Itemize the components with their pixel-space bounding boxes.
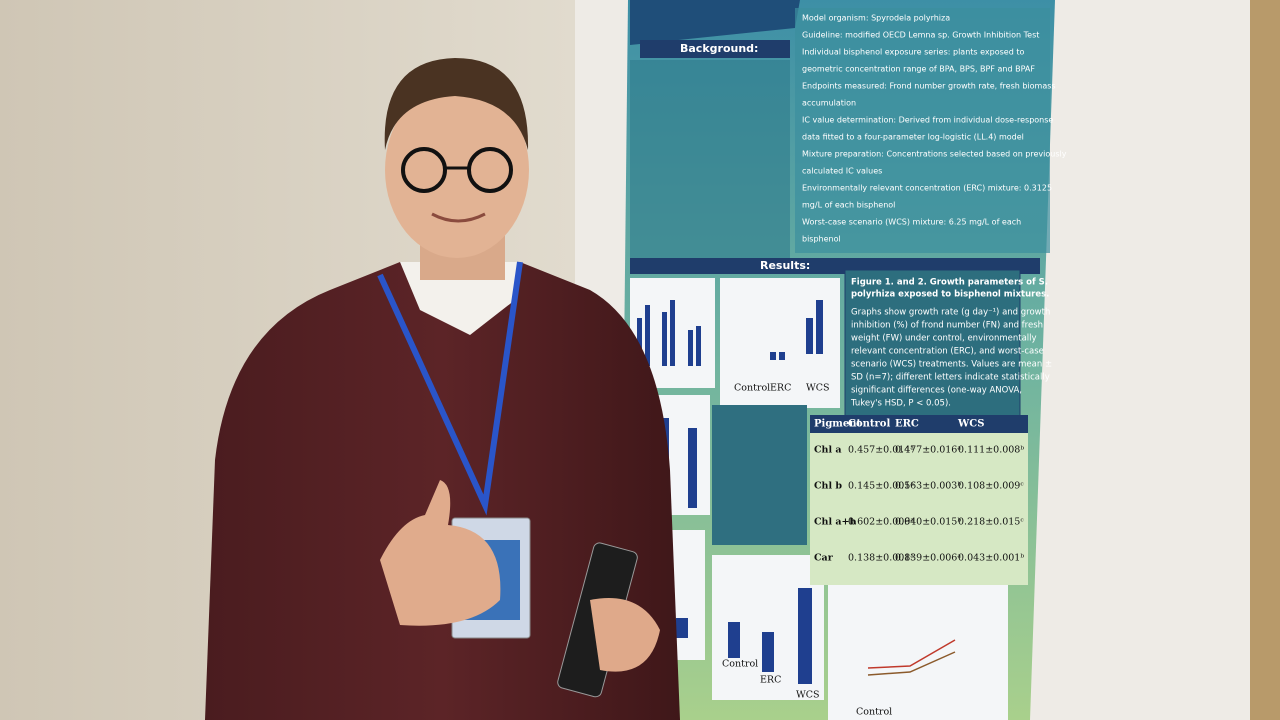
board-frame <box>1250 0 1280 720</box>
row-label: Chl a+b <box>814 517 856 528</box>
method-line: Endpoints measured: Frond number growth … <box>802 82 1056 91</box>
method-line: Environmentally relevant concentration (… <box>802 184 1052 193</box>
x-label: Control <box>856 707 892 718</box>
caption-line: inhibition (%) of frond number (FN) and … <box>851 321 1043 331</box>
table-header: WCS <box>957 419 984 430</box>
x-label: ERC <box>770 383 791 394</box>
x-label: Control <box>734 383 770 394</box>
row-label: Car <box>814 553 834 564</box>
row-label: Chl a <box>814 445 842 456</box>
poster: Background: Model organism: Spyrodela po… <box>620 0 1067 720</box>
table-cell: 0.043±0.001ᵇ <box>958 553 1024 564</box>
method-line: accumulation <box>802 99 856 108</box>
table-cell: 0.457±0.014ᵃ <box>848 445 914 456</box>
method-line: Mixture preparation: Concentrations sele… <box>802 150 1067 159</box>
table-cell: 0.145±0.005ᵃ <box>848 481 914 492</box>
x-label: Control <box>722 659 758 670</box>
method-line: data fitted to a four-parameter log-logi… <box>802 133 1024 142</box>
table-cell: 0.218±0.015ᶜ <box>958 517 1024 528</box>
caption-line: significant differences (one-way ANOVA, <box>851 386 1022 396</box>
table-cell: 0.111±0.008ᵇ <box>958 445 1024 456</box>
heading: Background: <box>680 42 758 55</box>
caption-line: SD (n=7); different letters indicate sta… <box>851 373 1050 383</box>
table-cell: 0.163±0.003ᵇ <box>895 481 961 492</box>
x-label: WCS <box>796 690 820 701</box>
method-line: calculated IC values <box>802 167 882 176</box>
method-line: Model organism: Spyrodela polyrhiza <box>802 14 950 23</box>
table-header: Pigment <box>814 419 862 430</box>
table-header: ERC <box>895 419 919 430</box>
caption-line: scenario (WCS) treatments. Values are me… <box>851 360 1052 370</box>
table-cell: 0.477±0.016ᵃ <box>895 445 961 456</box>
method-line: Worst-case scenario (WCS) mixture: 6.25 … <box>802 218 1021 227</box>
table-header: Control <box>848 419 890 430</box>
caption-line: relevant concentration (ERC), and worst-… <box>851 347 1044 357</box>
caption-title: Figure 1. and 2. Growth parameters of S. <box>851 278 1048 288</box>
method-line: mg/L of each bisphenol <box>802 201 895 210</box>
table-cell: 0.602±0.009ᵃ <box>848 517 914 528</box>
table-cell: 0.139±0.006ᵃ <box>895 553 961 564</box>
row-label: Chl b <box>814 481 842 492</box>
method-line: Individual bisphenol exposure series: pl… <box>802 48 1024 57</box>
table-cell: 0.138±0.008ᵃ <box>848 553 914 564</box>
table-cell: 0.640±0.015ᵇ <box>895 517 961 528</box>
method-line: IC value determination: Derived from ind… <box>802 116 1053 125</box>
caption-line: Graphs show growth rate (g day⁻¹) and gr… <box>851 308 1050 318</box>
x-label: ERC <box>760 675 781 686</box>
person <box>205 58 680 720</box>
table-cell: 0.108±0.009ᶜ <box>958 481 1024 492</box>
caption-line: weight (FW) under control, environmental… <box>851 334 1037 344</box>
x-label: WCS <box>806 383 830 394</box>
method-line: bisphenol <box>802 235 841 244</box>
caption-line: Tukey's HSD, P < 0.05). <box>850 399 951 409</box>
method-line: Guideline: modified OECD Lemna sp. Growt… <box>802 31 1039 40</box>
heading: Results: <box>760 259 810 272</box>
method-line: geometric concentration range of BPA, BP… <box>802 65 1035 74</box>
caption-title: polyrhiza exposed to bisphenol mixtures. <box>851 290 1049 300</box>
